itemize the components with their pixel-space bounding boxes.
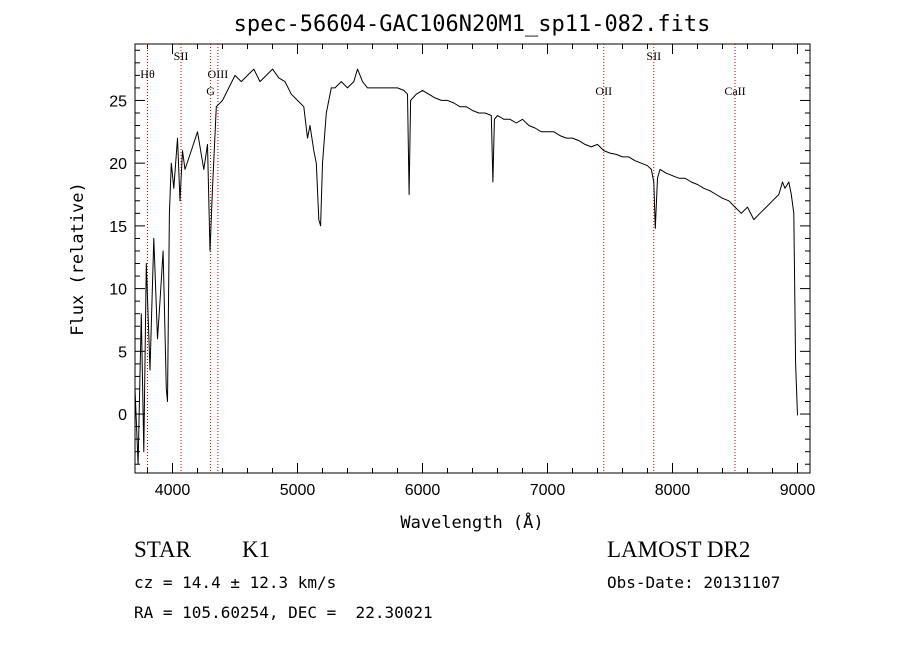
x-tick-label: 6000 — [405, 482, 441, 499]
y-tick-label: 15 — [109, 219, 127, 236]
spectrum-chart: spec-56604-GAC106N20M1_sp11-082.fits 400… — [68, 12, 816, 533]
line-marker-label: Hθ — [140, 67, 155, 81]
y-tick-label: 25 — [109, 93, 127, 110]
x-tick-label: 5000 — [280, 482, 316, 499]
spectral-subclass: K1 — [242, 537, 271, 562]
object-class: STAR — [134, 537, 191, 562]
y-axis-label: Flux (relative) — [68, 182, 88, 336]
line-marker-label: SII — [174, 49, 189, 63]
x-tick-label: 7000 — [530, 482, 566, 499]
observation-date: Obs-Date: 20131107 — [607, 573, 781, 592]
y-tick-label: 5 — [118, 344, 127, 361]
line-marker-label: OIII — [208, 67, 229, 81]
x-tick-label: 9000 — [780, 482, 816, 499]
survey-name: LAMOST DR2 — [607, 537, 751, 562]
coordinates: RA = 105.60254, DEC = 22.30021 — [134, 603, 433, 622]
y-tick-label: 20 — [109, 156, 127, 173]
x-tick-label: 8000 — [655, 482, 691, 499]
y-tick-label: 10 — [109, 282, 127, 299]
line-marker-label: G — [206, 84, 215, 98]
x-tick-label: 4000 — [155, 482, 191, 499]
x-axis-label: Wavelength (Å) — [400, 511, 543, 533]
line-marker-label: SII — [646, 49, 661, 63]
spectrum-line — [134, 68, 798, 465]
plot-area: 4000 5000 6000 7000 8000 9000 0 5 10 15 20 25 Hθ SII G… — [109, 43, 816, 499]
chart-title: spec-56604-GAC106N20M1_sp11-082.fits — [234, 12, 711, 37]
line-marker-label: CaII — [724, 84, 745, 98]
redshift-cz: cz = 14.4 ± 12.3 km/s — [134, 573, 337, 592]
y-tick-label: 0 — [118, 407, 127, 424]
plot-frame — [134, 43, 811, 474]
line-marker-label: OII — [595, 84, 612, 98]
